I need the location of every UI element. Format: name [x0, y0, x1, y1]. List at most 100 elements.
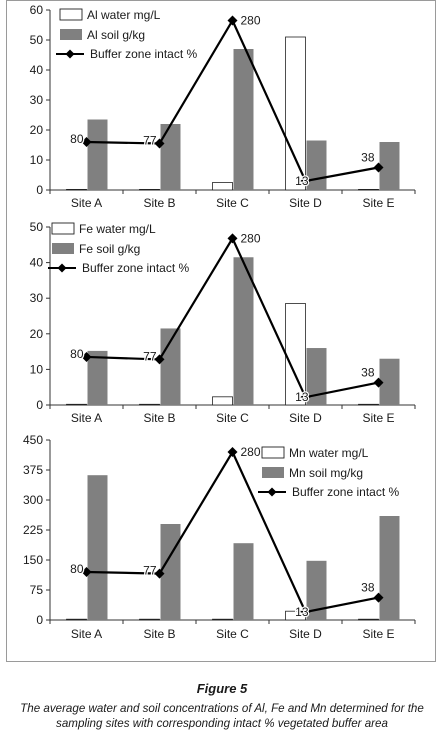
- y-tick-label: 50: [30, 220, 44, 234]
- bar-soil-4: [306, 348, 327, 405]
- y-tick-label: 10: [30, 362, 44, 376]
- bar-water-1: [66, 403, 87, 406]
- legend-swatch-buffer-marker: [267, 487, 277, 497]
- legend-label-soil: Fe soil g/kg: [79, 242, 140, 256]
- bar-soil-3: [233, 257, 254, 405]
- buffer-point-4: [300, 607, 311, 617]
- bar-soil-4: [306, 560, 327, 620]
- bar-water-3: [212, 182, 233, 191]
- figure-title: Figure 5: [196, 681, 248, 696]
- y-tick-label: 20: [30, 123, 44, 137]
- bar-soil-1: [87, 350, 108, 405]
- bar-soil-5: [379, 142, 400, 190]
- chart-mn: 0 75 150 225 300 375 450 Site A Site B Site C Site…: [0, 431, 444, 663]
- x-tick-label: Site A: [71, 627, 102, 641]
- legend-swatch-soil: [60, 29, 82, 40]
- buffer-label-1: 80: [70, 347, 84, 361]
- y-tick-label: 375: [23, 463, 43, 477]
- buffer-point-3: [227, 15, 238, 26]
- buffer-label-1: 80: [70, 132, 84, 146]
- x-tick-label: Site B: [143, 411, 175, 425]
- x-tick-label: Site A: [71, 196, 102, 210]
- x-tick-label: Site E: [362, 196, 394, 210]
- buffer-label-2: 77: [143, 564, 157, 578]
- buffer-point-3: [227, 233, 238, 244]
- legend-label-water: Mn water mg/L: [289, 446, 369, 460]
- x-tick-label: Site C: [216, 411, 249, 425]
- y-tick-label: 20: [30, 327, 44, 341]
- x-tick-label: Site D: [289, 196, 322, 210]
- bar-water-4: [285, 36, 306, 191]
- buffer-label-4: 13: [295, 390, 309, 404]
- figure-caption: The average water and soil concentration…: [20, 702, 424, 730]
- legend-label-water: Fe water mg/L: [79, 222, 156, 236]
- bar-water-3: [212, 396, 233, 406]
- x-tick-label: Site C: [216, 627, 249, 641]
- y-tick-label: 30: [30, 93, 44, 107]
- y-tick-label: 150: [23, 553, 43, 567]
- x-tick-label: Site D: [289, 411, 322, 425]
- x-tick-label: Site E: [362, 627, 394, 641]
- bar-water-5: [358, 188, 379, 191]
- figure-frame: 0 10 20 30 40 50 60 Site A Site B Site C Site D Sit…: [6, 0, 436, 662]
- x-tick-label: Site A: [71, 411, 102, 425]
- y-tick-label: 10: [30, 153, 44, 167]
- legend-label-buffer: Buffer zone intact %: [82, 261, 190, 275]
- chart-fe: 0 10 20 30 40 50 Site A Site B Site C Site D Site …: [0, 214, 444, 431]
- legend-label-buffer: Buffer zone intact %: [292, 485, 400, 499]
- y-tick-label: 0: [36, 613, 43, 627]
- buffer-point-3: [227, 447, 238, 457]
- x-tick-label: Site E: [362, 411, 394, 425]
- buffer-label-4: 13: [295, 605, 309, 619]
- x-tick-label: Site D: [289, 627, 322, 641]
- legend-swatch-soil: [52, 243, 74, 254]
- y-tick-label: 30: [30, 291, 44, 305]
- legend-swatch-water: [59, 8, 83, 21]
- bar-soil-3: [233, 543, 254, 620]
- bar-water-1: [66, 618, 87, 621]
- y-tick-label: 300: [23, 493, 43, 507]
- y-tick-label: 40: [30, 256, 44, 270]
- chart-mn-svg: 0 75 150 225 300 375 450 Site A Site B Site C Site…: [23, 433, 416, 641]
- chart-al: 0 10 20 30 40 50 60 Site A Site B Site C Site D Sit…: [0, 0, 444, 214]
- buffer-label-2: 77: [143, 134, 157, 148]
- y-tick-label: 60: [30, 3, 44, 17]
- bar-water-3: [212, 618, 233, 621]
- y-tick-label: 40: [30, 63, 44, 77]
- legend-swatch-water: [261, 446, 285, 459]
- bar-soil-2: [160, 524, 181, 620]
- legend-swatch-soil: [262, 467, 284, 478]
- legend-swatch-water: [51, 222, 75, 235]
- buffer-point-1: [81, 567, 92, 577]
- x-tick-label: Site B: [143, 627, 175, 641]
- buffer-point-1: [81, 351, 92, 362]
- buffer-label-4: 13: [295, 174, 309, 188]
- chart-al-svg: 0 10 20 30 40 50 60 Site A Site B Site C Site D Sit…: [30, 3, 416, 210]
- chart-fe-svg: 0 10 20 30 40 50 Site A Site B Site C Site D Site …: [30, 220, 416, 425]
- buffer-point-5: [373, 592, 384, 603]
- legend-swatch-buffer-marker: [65, 49, 75, 59]
- buffer-label-5: 38: [361, 151, 375, 165]
- y-tick-label: 225: [23, 523, 43, 537]
- buffer-label-5: 38: [361, 581, 375, 595]
- y-tick-label: 75: [30, 583, 44, 597]
- bar-soil-5: [379, 516, 400, 620]
- buffer-label-3: 280: [241, 14, 261, 28]
- legend-label-soil: Al soil g/kg: [87, 28, 145, 42]
- bar-soil-1: [87, 475, 108, 620]
- bar-soil-4: [306, 140, 327, 190]
- buffer-label-5: 38: [361, 366, 375, 380]
- buffer-point-2: [154, 138, 165, 149]
- y-tick-label: 0: [36, 183, 43, 197]
- buffer-point-5: [373, 377, 384, 388]
- buffer-label-3: 280: [241, 445, 261, 459]
- buffer-point-2: [154, 354, 165, 365]
- legend-swatch-buffer-marker: [57, 263, 67, 273]
- y-tick-label: 450: [23, 433, 43, 447]
- buffer-line: [86, 18, 379, 183]
- x-tick-label: Site C: [216, 196, 249, 210]
- buffer-label-2: 77: [143, 349, 157, 363]
- legend-label-water: Al water mg/L: [87, 8, 161, 22]
- x-tick-label: Site B: [143, 196, 175, 210]
- buffer-point-2: [154, 568, 165, 579]
